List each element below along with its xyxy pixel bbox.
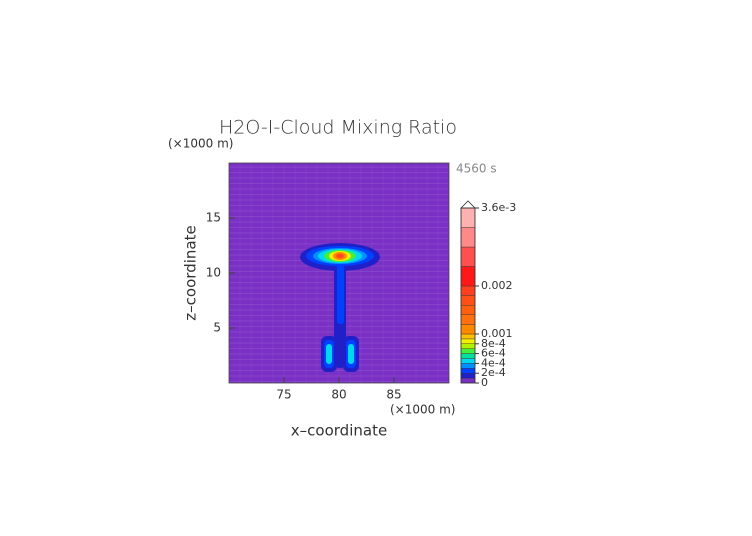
x-tick-label: 75 [276,388,291,402]
colorbar-segment [460,343,476,349]
colorbar-segment [460,368,476,374]
colorbar-tick-label: 3.6e-3 [481,201,516,214]
colorbar-segment [460,324,476,335]
y-axis-label: z–coordinate [182,225,200,320]
colorbar-segment [460,246,476,267]
colorbar-segment [460,377,476,384]
colorbar-segment [460,333,476,340]
colorbar-segment [460,305,476,316]
colorbar-tick-label: 0.001 [481,327,513,340]
colorbar-segment [460,227,476,248]
x-tick-label: 85 [386,388,401,402]
plot-area [228,162,450,384]
colorbar-segment [460,348,476,354]
colorbar-segment [460,314,476,325]
colorbar-tick-label: 6e-4 [481,347,506,360]
cloud-region [336,253,344,259]
y-tick-label: 10 [206,266,221,280]
cloud-region [326,344,332,364]
colorbar-segment [460,266,476,287]
x-unit: (×1000 m) [390,403,455,417]
colorbar-tick-label: 0 [481,376,488,389]
colorbar-segment [460,338,476,344]
colorbar-segment [460,358,476,364]
colorbar-extension [460,200,476,209]
colorbar-segment [460,373,476,379]
x-axis-label: x–coordinate [291,422,387,440]
y-unit: (×1000 m) [168,137,233,151]
x-tick-label: 80 [331,388,346,402]
colorbar-tick-label: 0.002 [481,279,513,292]
colorbar-segment [460,353,476,359]
chart-title: H2O-I-Cloud Mixing Ratio [219,117,457,139]
y-tick-label: 5 [213,321,221,335]
colorbar-segment [460,207,476,228]
colorbar-tick-label: 8e-4 [481,337,506,350]
y-tick-label: 15 [206,211,221,225]
cloud-region [348,344,354,364]
time-label: 4560 s [456,162,497,176]
colorbar-tick-label: 2e-4 [481,366,506,379]
colorbar-segment [460,285,476,296]
colorbar-segment [460,363,476,369]
cloud-region [337,264,344,324]
colorbar-tick-label: 4e-4 [481,356,506,369]
colorbar-segment [460,295,476,306]
colorbar-frame [460,207,476,384]
